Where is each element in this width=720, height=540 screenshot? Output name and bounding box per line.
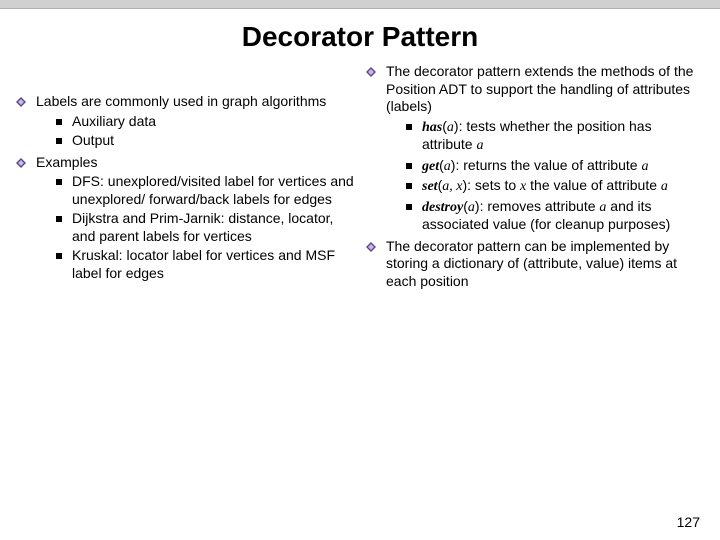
list-item: destroy(a): removes attribute a and its … [406,198,706,234]
method-arg: a [444,159,451,174]
diamond-icon [16,158,26,168]
square-icon [406,124,412,130]
method-var: a [661,179,668,194]
method-var: a [641,159,648,174]
method-arg: a [447,120,454,135]
square-icon [406,204,412,210]
diamond-icon [366,242,376,252]
list-item: The decorator pattern extends the method… [364,63,706,234]
list-item: Auxiliary data [56,113,356,131]
square-icon [406,163,412,169]
square-icon [56,179,62,185]
method-name: get [422,159,439,174]
right-column: The decorator pattern extends the method… [362,63,706,294]
item-text: The decorator pattern can be implemented… [386,238,677,289]
list-item: The decorator pattern can be implemented… [364,238,706,291]
list-item: DFS: unexplored/visited label for vertic… [56,173,356,208]
item-text: Auxiliary data [72,113,156,129]
diamond-icon [366,67,376,77]
method-desc: : removes attribute [480,198,600,214]
item-text: Labels are commonly used in graph algori… [36,93,326,109]
square-icon [56,253,62,259]
method-name: destroy [422,200,463,215]
diamond-icon [16,97,26,107]
top-bar [0,0,720,9]
list-item: get(a): returns the value of attribute a [406,157,706,176]
item-text: Kruskal: locator label for vertices and … [72,247,335,281]
item-text: Examples [36,154,97,170]
item-text: Output [72,132,114,148]
list-item: Dijkstra and Prim-Jarnik: distance, loca… [56,210,356,245]
method-arg: a, x [442,179,462,194]
item-text: DFS: unexplored/visited label for vertic… [72,173,354,207]
page-number: 127 [677,514,700,530]
square-icon [406,183,412,189]
list-item: Output [56,132,356,150]
square-icon [56,119,62,125]
list-item: has(a): tests whether the position has a… [406,118,706,155]
list-item: Labels are commonly used in graph algori… [14,93,356,150]
method-name: set [422,179,438,194]
square-icon [56,216,62,222]
method-desc: : returns the value of attribute [455,157,641,173]
left-column: Labels are commonly used in graph algori… [14,63,362,294]
list-item: Examples DFS: unexplored/visited label f… [14,154,356,283]
content-columns: Labels are commonly used in graph algori… [0,63,720,294]
method-arg: a [468,200,475,215]
method-desc: : sets to [467,177,520,193]
method-name: has [422,120,442,135]
list-item: set(a, x): sets to x the value of attrib… [406,177,706,196]
method-desc: the value of attribute [526,177,661,193]
item-text: The decorator pattern extends the method… [386,63,693,114]
method-var: a [476,138,483,153]
list-item: Kruskal: locator label for vertices and … [56,247,356,282]
page-title: Decorator Pattern [0,21,720,53]
square-icon [56,138,62,144]
item-text: Dijkstra and Prim-Jarnik: distance, loca… [72,210,333,244]
method-desc: : tests whether the position has attribu… [422,118,652,153]
